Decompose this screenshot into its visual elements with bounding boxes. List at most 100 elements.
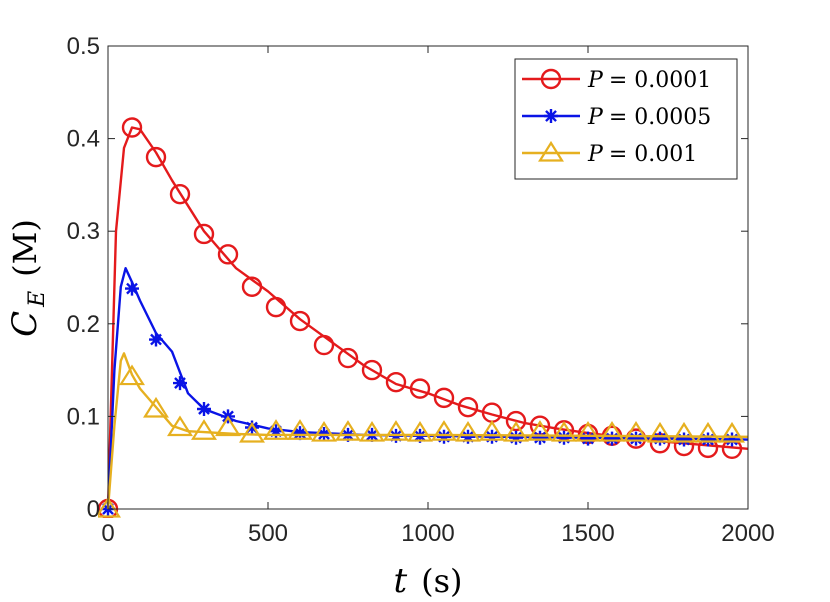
- data-point: [437, 429, 451, 444]
- data-point: [701, 432, 715, 447]
- data-point: [385, 371, 407, 393]
- data-point: [605, 431, 619, 446]
- data-point: [623, 421, 649, 442]
- y-tick-label: 0.1: [67, 403, 100, 430]
- legend-label-var: P: [587, 105, 604, 130]
- data-point: [509, 430, 523, 445]
- data-point: [145, 146, 167, 168]
- data-point: [671, 421, 697, 443]
- x-tick-label: 0: [101, 520, 114, 547]
- data-point: [215, 415, 241, 437]
- data-point: [197, 401, 211, 416]
- legend-entry: P = 0.0005: [522, 105, 711, 130]
- legend-label-value: = 0.001: [609, 142, 697, 167]
- x-axis-label-unit: (s): [421, 562, 462, 600]
- data-point: [695, 421, 721, 443]
- x-axis-label-var: t: [393, 561, 407, 601]
- data-point: [121, 117, 143, 138]
- data-point: [457, 396, 479, 418]
- data-point: [409, 378, 431, 399]
- data-point: [313, 334, 335, 356]
- legend-marker: [544, 109, 558, 123]
- data-point: [575, 421, 601, 442]
- legend-label-value: = 0.0001: [609, 68, 711, 93]
- data-point: [191, 419, 217, 440]
- data-point: [551, 421, 577, 442]
- data-point: [455, 421, 481, 442]
- data-point: [485, 429, 499, 444]
- y-tick-label: 0.2: [67, 311, 100, 338]
- data-point: [193, 223, 215, 245]
- legend-marker: [540, 68, 562, 90]
- legend-label-value: = 0.0005: [609, 105, 711, 130]
- y-tick-label: 0.5: [67, 33, 100, 60]
- data-point: [361, 359, 383, 381]
- legend-label-var: P: [587, 142, 604, 167]
- legend-label: P = 0.0005: [587, 105, 711, 130]
- data-point: [725, 432, 739, 447]
- x-axis-label: t (s): [393, 561, 462, 601]
- data-point: [143, 396, 169, 418]
- data-point: [505, 410, 527, 432]
- legend-label: P = 0.001: [587, 142, 697, 167]
- y-axis-label-var: C: [5, 311, 45, 337]
- y-axis-label-sub: E: [25, 291, 50, 308]
- data-point: [527, 420, 553, 441]
- data-point: [677, 432, 691, 447]
- data-point: [125, 281, 139, 296]
- data-point: [167, 415, 193, 437]
- legend-entry: P = 0.0001: [522, 68, 711, 93]
- x-tick-label: 2000: [721, 520, 774, 547]
- data-point: [407, 421, 433, 442]
- series-3: [98, 352, 749, 518]
- y-tick-label: 0.3: [67, 218, 100, 245]
- series-layer: [98, 117, 749, 518]
- data-point: [149, 332, 163, 347]
- data-point: [479, 420, 505, 441]
- legend-label: P = 0.0001: [587, 68, 711, 93]
- data-point: [629, 431, 643, 446]
- data-point: [719, 421, 745, 443]
- data-point: [173, 376, 187, 391]
- data-point: [169, 183, 191, 205]
- data-point: [287, 419, 313, 440]
- data-point: [245, 420, 259, 435]
- data-point: [647, 421, 673, 443]
- data-point: [217, 244, 239, 265]
- x-tick-label: 1500: [561, 520, 614, 547]
- data-point: [461, 429, 475, 444]
- data-point: [653, 431, 667, 446]
- data-point: [359, 421, 385, 442]
- ticks-layer: 0 500 1000 1500 2000 0 0.1 0.2 0.3 0.4 0.5: [67, 33, 775, 547]
- data-point: [241, 276, 263, 297]
- x-tick-label: 500: [248, 520, 288, 547]
- data-point: [265, 296, 287, 318]
- y-axis-label-unit: (M): [6, 219, 44, 277]
- data-point: [311, 421, 337, 442]
- data-point: [239, 421, 265, 443]
- data-point: [433, 387, 455, 409]
- data-point: [263, 419, 289, 440]
- data-point: [269, 424, 283, 439]
- data-point: [503, 421, 529, 442]
- data-point: [119, 364, 145, 386]
- legend-marker: [538, 140, 564, 162]
- data-point: [98, 496, 121, 518]
- y-tick-label: 0.4: [67, 126, 100, 153]
- data-point: [533, 430, 547, 445]
- data-point: [335, 420, 361, 441]
- legend-label-var: P: [587, 68, 604, 93]
- data-point: [293, 426, 307, 441]
- data-point: [337, 347, 359, 369]
- data-point: [581, 431, 595, 446]
- x-tick-label: 1000: [401, 520, 454, 547]
- data-point: [431, 420, 457, 441]
- y-tick-label: 0: [87, 496, 100, 523]
- legend-entry: P = 0.001: [522, 140, 697, 167]
- data-point: [599, 421, 625, 442]
- y-axis-label: C E (M): [5, 219, 50, 337]
- data-point: [383, 420, 409, 441]
